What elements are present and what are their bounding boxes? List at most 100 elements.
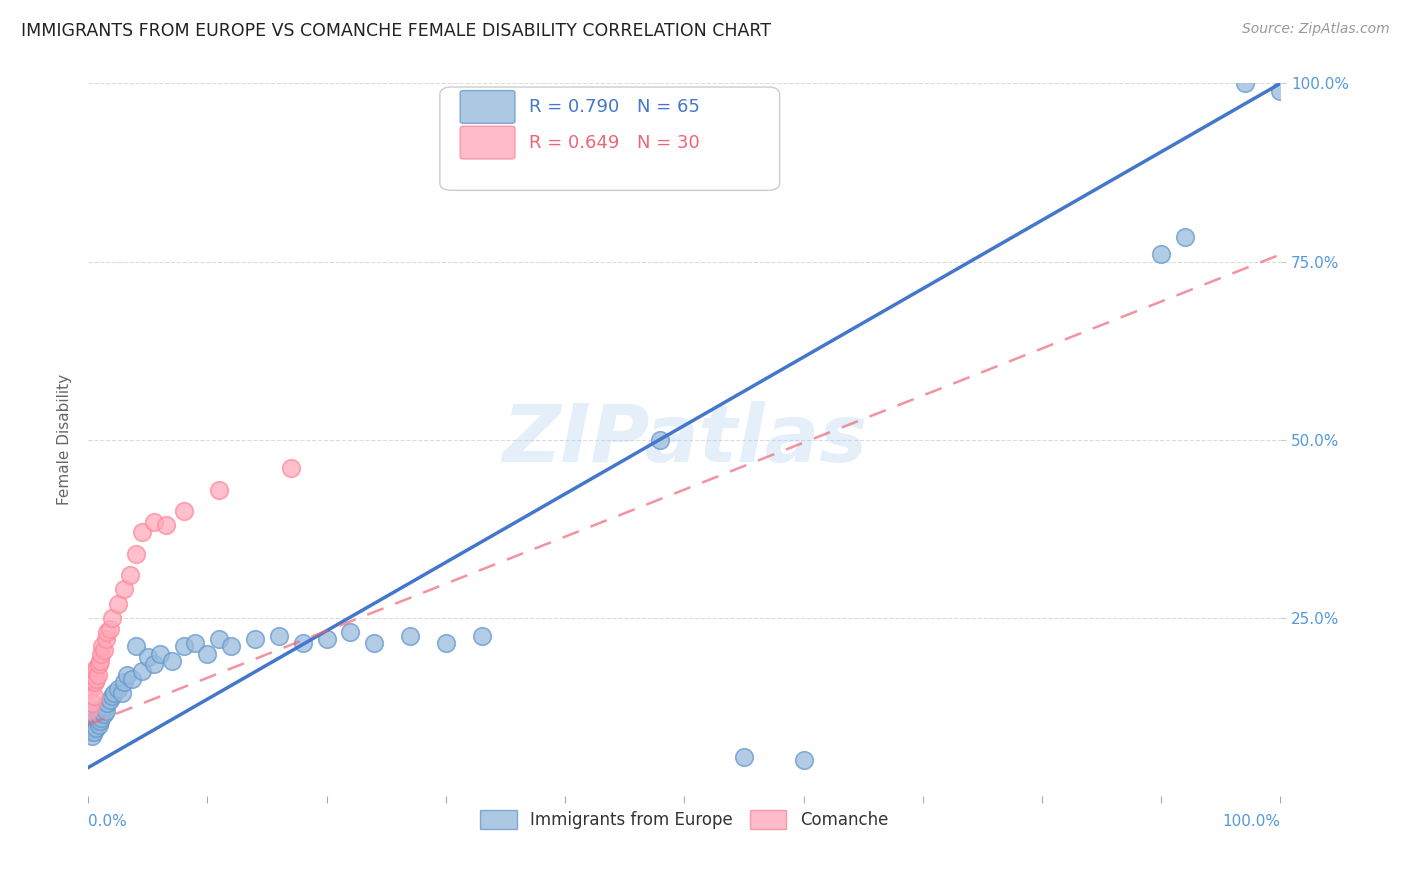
- Point: [1174, 229, 1197, 244]
- Point: [160, 654, 183, 668]
- Point: [103, 686, 125, 700]
- Point: [86, 668, 108, 682]
- Point: [80, 697, 103, 711]
- Point: [80, 707, 103, 722]
- Point: [90, 647, 112, 661]
- Point: [84, 714, 107, 729]
- Point: [399, 629, 422, 643]
- Point: [112, 582, 135, 597]
- Point: [79, 714, 101, 729]
- Point: [291, 636, 314, 650]
- Point: [83, 668, 105, 682]
- Point: [86, 707, 108, 722]
- Text: R = 0.649: R = 0.649: [529, 134, 620, 152]
- Point: [83, 725, 105, 739]
- Point: [101, 611, 124, 625]
- Point: [173, 640, 195, 654]
- Point: [86, 711, 108, 725]
- Point: [184, 636, 207, 650]
- Text: 100.0%: 100.0%: [1222, 814, 1281, 829]
- Point: [363, 636, 385, 650]
- Point: [83, 718, 105, 732]
- Point: [80, 714, 103, 729]
- Point: [131, 525, 153, 540]
- Point: [267, 629, 290, 643]
- Point: [87, 718, 110, 732]
- Point: [315, 632, 337, 647]
- Point: [96, 697, 118, 711]
- Point: [125, 547, 148, 561]
- FancyBboxPatch shape: [440, 87, 780, 190]
- Point: [86, 672, 108, 686]
- Point: [89, 707, 111, 722]
- Point: [93, 707, 115, 722]
- Point: [94, 700, 117, 714]
- Point: [84, 675, 107, 690]
- Point: [131, 665, 153, 679]
- Point: [1270, 84, 1292, 98]
- Point: [117, 668, 139, 682]
- Point: [84, 707, 107, 722]
- Point: [82, 675, 104, 690]
- Point: [136, 650, 159, 665]
- Point: [125, 640, 148, 654]
- Point: [93, 643, 115, 657]
- Point: [195, 647, 218, 661]
- Point: [118, 568, 141, 582]
- Point: [91, 640, 114, 654]
- Point: [155, 518, 177, 533]
- Text: ZIPatlas: ZIPatlas: [502, 401, 866, 479]
- Point: [83, 690, 105, 704]
- Point: [87, 657, 110, 672]
- Point: [82, 722, 104, 736]
- Point: [110, 686, 132, 700]
- Point: [86, 661, 108, 675]
- Point: [98, 622, 121, 636]
- Point: [90, 711, 112, 725]
- Point: [86, 714, 108, 729]
- Point: [98, 693, 121, 707]
- Point: [434, 636, 457, 650]
- Text: 0.0%: 0.0%: [89, 814, 127, 829]
- Point: [280, 461, 302, 475]
- Point: [792, 754, 814, 768]
- Point: [82, 707, 104, 722]
- Point: [107, 682, 129, 697]
- Point: [79, 682, 101, 697]
- Point: [650, 433, 672, 447]
- Text: Source: ZipAtlas.com: Source: ZipAtlas.com: [1241, 22, 1389, 37]
- Point: [339, 625, 361, 640]
- Point: [86, 722, 108, 736]
- Text: N = 65: N = 65: [637, 98, 699, 116]
- Point: [733, 750, 755, 764]
- FancyBboxPatch shape: [460, 126, 515, 159]
- Point: [83, 704, 105, 718]
- Point: [84, 665, 107, 679]
- Point: [101, 690, 124, 704]
- Point: [89, 714, 111, 729]
- Point: [96, 625, 118, 640]
- Point: [79, 711, 101, 725]
- Point: [149, 647, 172, 661]
- Text: IMMIGRANTS FROM EUROPE VS COMANCHE FEMALE DISABILITY CORRELATION CHART: IMMIGRANTS FROM EUROPE VS COMANCHE FEMAL…: [21, 22, 770, 40]
- Point: [79, 704, 101, 718]
- Point: [142, 657, 165, 672]
- Point: [1233, 77, 1256, 91]
- Point: [112, 675, 135, 690]
- Y-axis label: Female Disability: Female Disability: [58, 375, 72, 506]
- Point: [94, 632, 117, 647]
- Point: [471, 629, 494, 643]
- Point: [82, 711, 104, 725]
- Point: [91, 704, 114, 718]
- Text: N = 30: N = 30: [637, 134, 699, 152]
- Point: [243, 632, 266, 647]
- Point: [94, 704, 117, 718]
- Point: [80, 729, 103, 743]
- Point: [79, 725, 101, 739]
- Point: [142, 515, 165, 529]
- Point: [173, 504, 195, 518]
- Point: [208, 632, 231, 647]
- Point: [107, 597, 129, 611]
- Point: [79, 722, 101, 736]
- FancyBboxPatch shape: [460, 91, 515, 123]
